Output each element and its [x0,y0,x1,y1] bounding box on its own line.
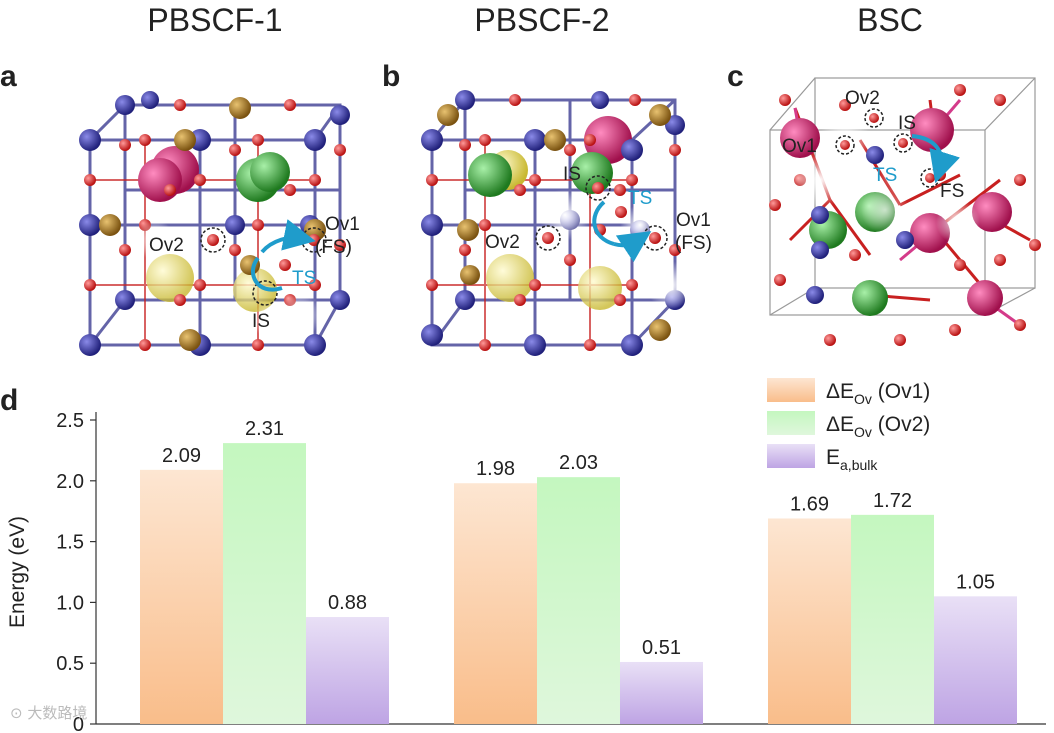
y-axis-label: Energy (eV) [6,516,29,628]
structure-figures: Ov2 Ov1 (FS) TS IS [79,77,1041,356]
label-c-ts: TS [873,165,897,186]
label-a-ts: TS [292,268,316,289]
label-c-ov2: Ov2 [845,88,880,109]
legend-label: ΔEOv (Ov2) [826,413,930,440]
panel-title-pbscf1: PBSCF-1 [147,2,283,38]
legend: ΔEOv (Ov1) ΔEOv (Ov2) Ea,bulk [767,378,930,473]
y-tick-label: 1.0 [56,592,84,614]
label-a-ov1: Ov1 [325,214,360,235]
bar-value-label: 1.98 [476,458,515,480]
legend-label: ΔEOv (Ov1) [826,380,930,407]
panel-letter-b: b [382,60,401,93]
y-tick-label: 0.5 [56,653,84,675]
label-c-ov1: Ov1 [782,136,817,157]
bar-ov1-pbscf-2 [454,483,537,724]
label-b-fs: (FS) [675,233,712,254]
label-b-ov1: Ov1 [676,210,711,231]
bar-ea-bulk-bsc [934,596,1017,724]
lattice-b: IS TS Ov2 Ov1 (FS) [421,90,712,356]
bar-value-label: 0.88 [328,592,367,614]
bar-value-label: 2.09 [162,445,201,467]
watermark: ⊙ 大数路境 [10,704,88,722]
bar-value-label: 0.51 [642,637,681,659]
lattice-a: Ov2 Ov1 (FS) TS IS [79,91,360,356]
panel-title-bsc: BSC [857,2,923,38]
bar-ov2-pbscf-1 [223,443,306,724]
y-tick-label: 1.5 [56,532,84,554]
bar-value-label: 1.72 [873,490,912,512]
bar-ea-bulk-pbscf-1 [306,616,389,724]
panel-letter-d: d [0,384,19,417]
panel-title-pbscf2: PBSCF-2 [474,2,610,38]
panel-letter-a: a [0,60,17,93]
label-c-fs: FS [940,181,964,202]
bar-ov1-pbscf-1 [140,469,223,724]
panel-letter-c: c [727,60,744,93]
legend-swatch [767,444,815,468]
bar-value-label: 2.03 [559,452,598,474]
y-tick-label: 0 [73,714,84,733]
label-c-is: IS [898,113,916,134]
label-b-ts: TS [628,188,652,209]
bar-value-label: 1.69 [790,493,829,515]
label-a-is: IS [252,311,270,332]
lattice-c: Ov2 IS Ov1 TS FS [769,77,1041,346]
label-b-ov2: Ov2 [485,232,520,253]
plot-area: 0 0.5 1.0 1.5 2.0 2.5 2.09 1.98 1.69 2.31 2.03 1.7… [6,378,1046,733]
label-a-ov2: Ov2 [149,235,184,256]
bar-ov2-pbscf-2 [537,477,620,724]
label-b-is: IS [563,164,581,185]
y-tick-label: 2.0 [56,471,84,493]
y-tick-label: 2.5 [56,410,84,432]
legend-swatch [767,411,815,435]
bar-ov1-bsc [768,518,851,724]
legend-label: Ea,bulk [826,446,878,473]
label-a-fs: (FS) [315,237,352,258]
bar-value-label: 1.05 [956,571,995,593]
bar-ov2-bsc [851,514,934,724]
legend-swatch [767,378,815,402]
bar-value-label: 2.31 [245,418,284,440]
bar-ea-bulk-pbscf-2 [620,661,703,724]
